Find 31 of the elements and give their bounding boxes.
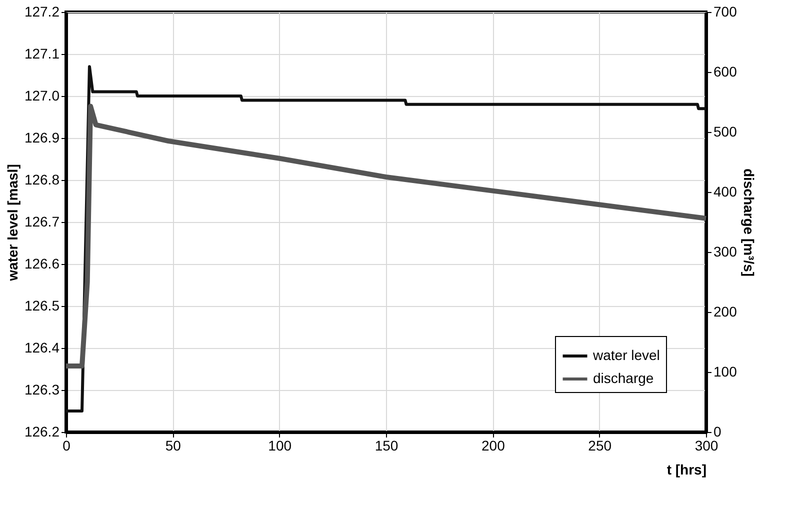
y-tick-label: 126.6 <box>24 256 60 272</box>
y2-tick-label: 200 <box>714 304 738 320</box>
y-tick-label: 127.0 <box>24 88 60 104</box>
y-tick-label: 126.9 <box>24 130 60 146</box>
y-tick-label: 126.3 <box>24 382 60 398</box>
y2-tick-label: 400 <box>714 184 738 200</box>
y2-axis-title: discharge [m³/s] <box>740 168 757 277</box>
x-tick-label: 150 <box>374 438 398 454</box>
y2-tick-label: 600 <box>714 64 738 80</box>
x-tick-label: 250 <box>588 438 612 454</box>
legend-label: discharge <box>593 370 654 386</box>
x-axis-title: t [hrs] <box>666 462 706 478</box>
y2-tick-label: 0 <box>714 424 722 440</box>
y-tick-label: 127.2 <box>24 4 60 20</box>
x-tick-label: 200 <box>481 438 506 454</box>
x-tick-label: 0 <box>62 438 71 454</box>
y2-tick-label: 700 <box>714 4 738 20</box>
y2-tick-label: 300 <box>714 244 738 260</box>
y-tick-label: 127.1 <box>24 46 60 62</box>
y-tick-label: 126.4 <box>24 340 60 356</box>
y2-tick-label: 100 <box>714 364 738 380</box>
y-tick-label: 126.5 <box>24 298 60 314</box>
y-tick-label: 126.2 <box>24 424 60 440</box>
y2-tick-label: 500 <box>714 124 738 140</box>
y-axis-title: water level [masl] <box>4 164 20 282</box>
legend-label: water level <box>592 347 660 363</box>
y-tick-label: 126.7 <box>24 214 60 230</box>
x-tick-label: 50 <box>165 438 182 454</box>
y-tick-label: 126.8 <box>24 172 60 188</box>
x-tick-label: 100 <box>268 438 292 454</box>
x-tick-label: 300 <box>694 438 718 454</box>
